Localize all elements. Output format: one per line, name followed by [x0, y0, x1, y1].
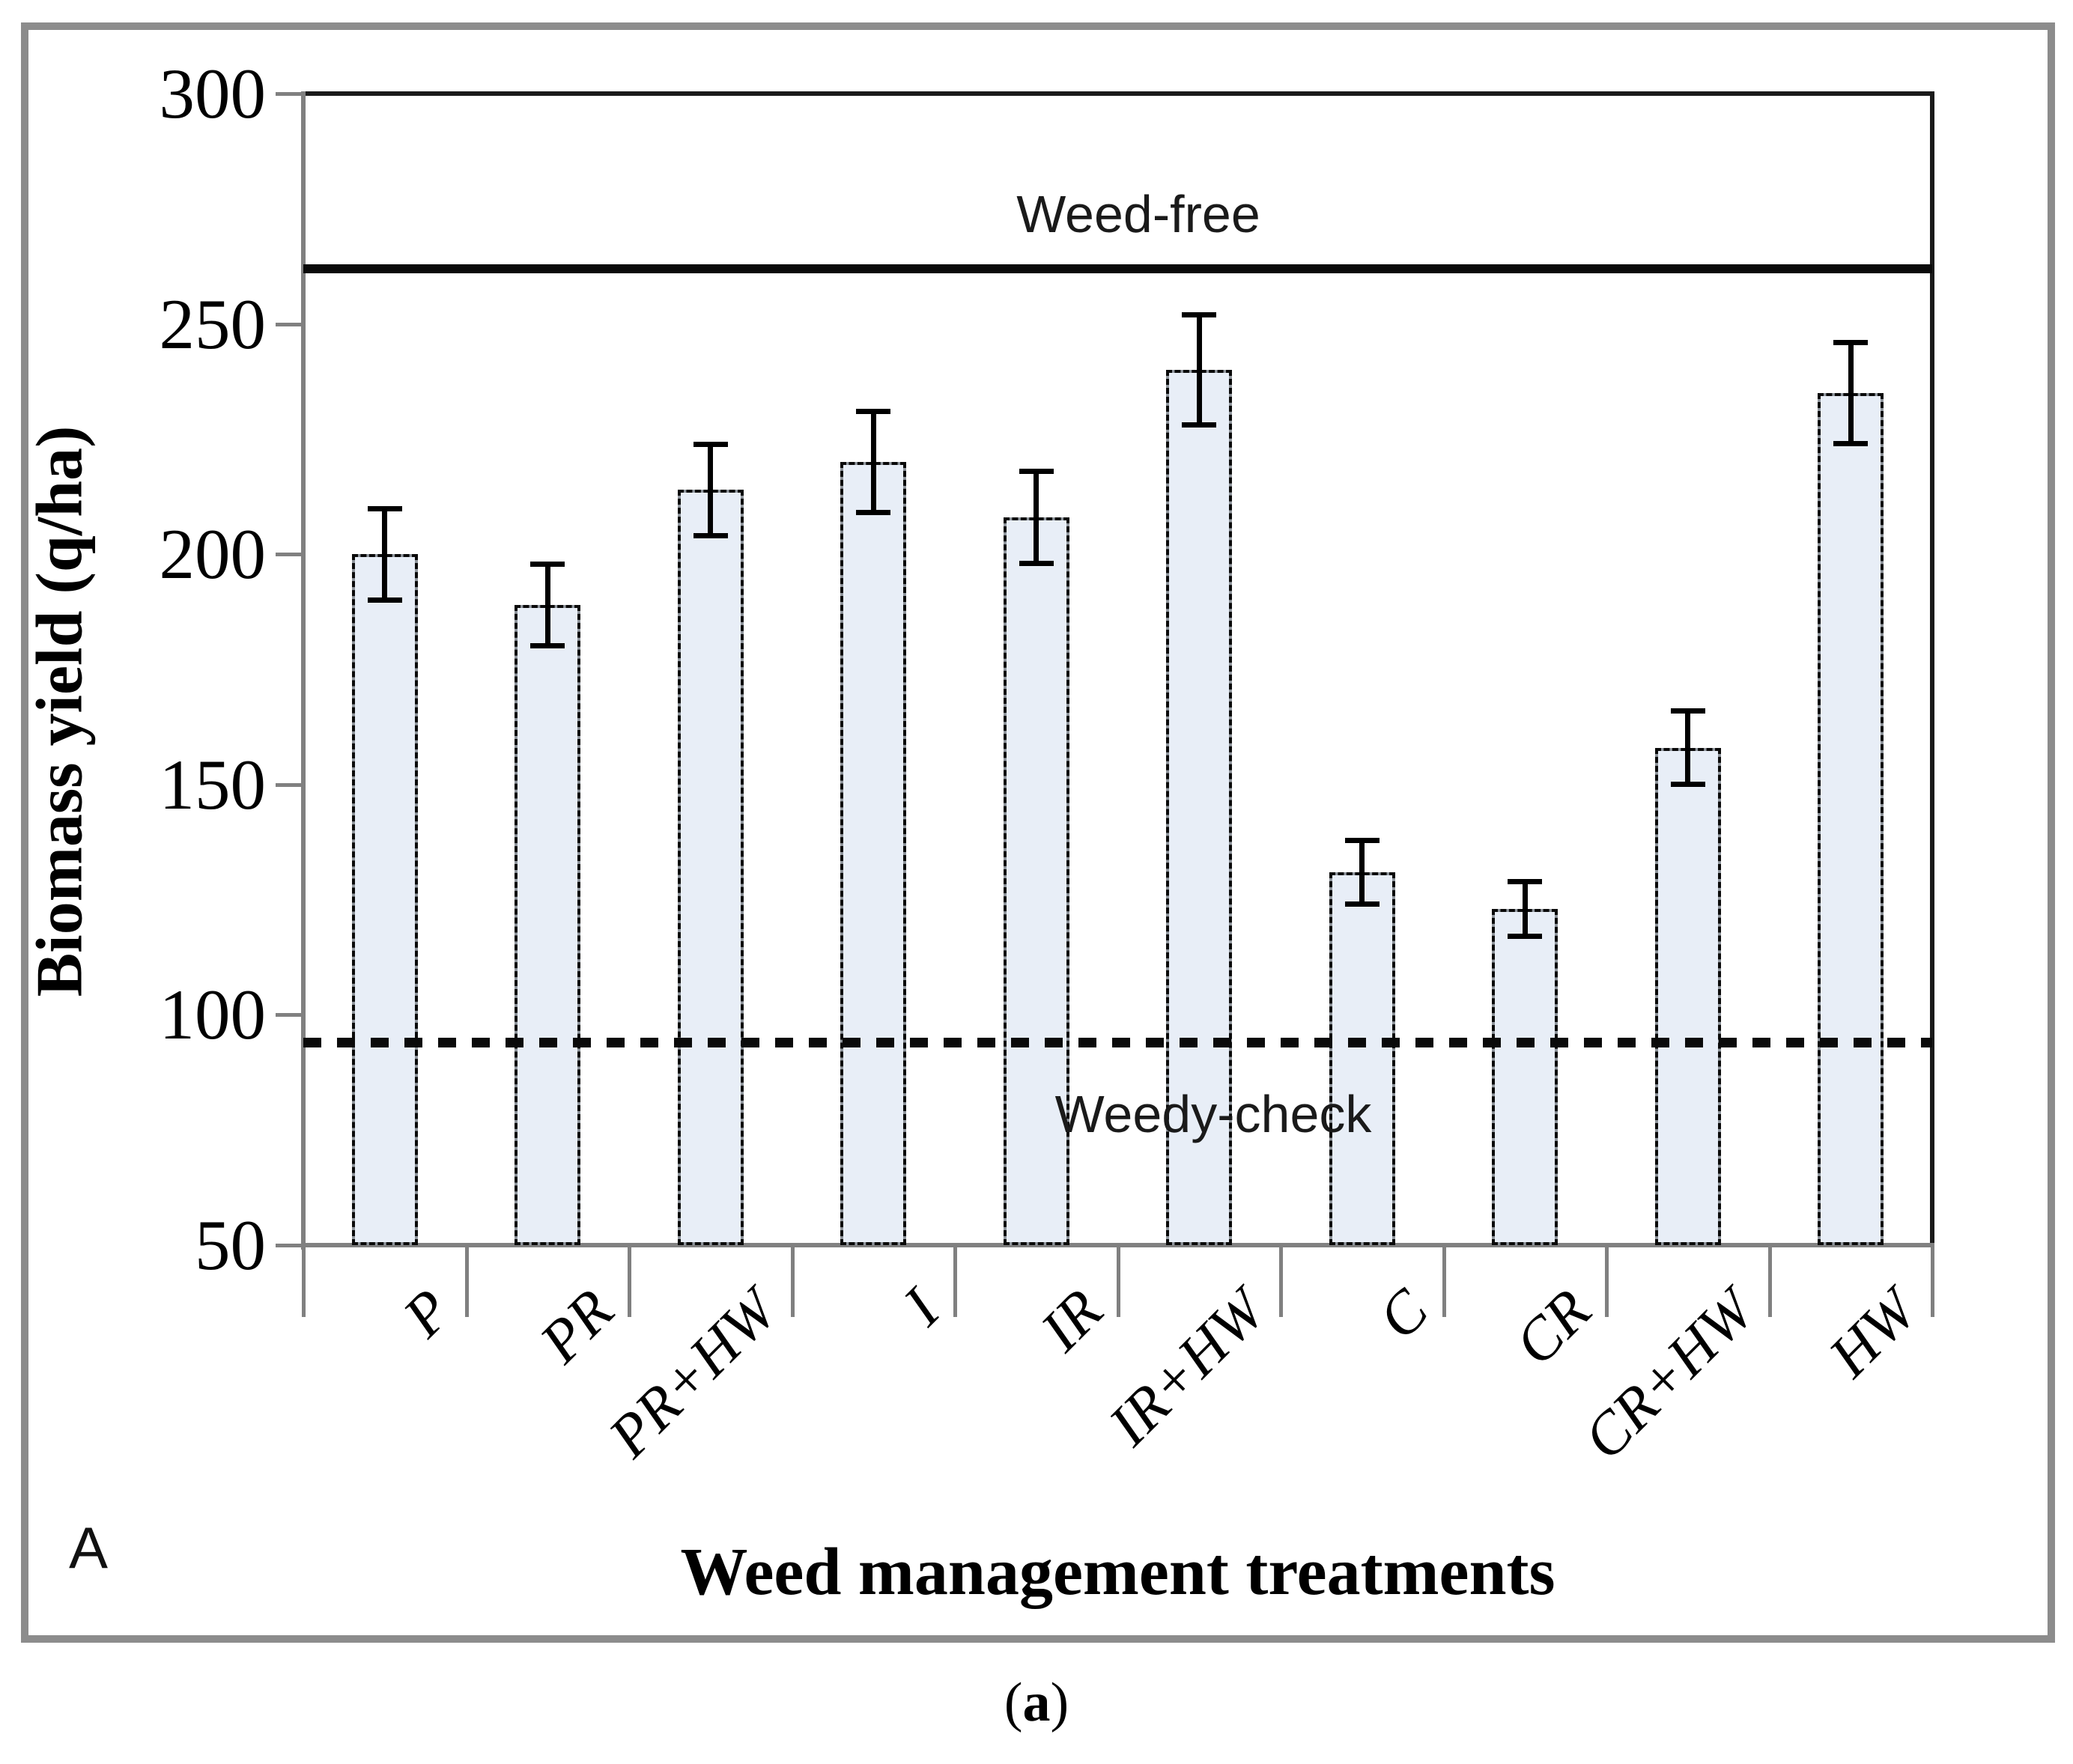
error-cap-bottom-C [1344, 901, 1380, 907]
caption-close-paren: ) [1050, 1672, 1069, 1733]
error-cap-top-PR+HW [693, 441, 728, 447]
bar-IR [1003, 517, 1069, 1246]
y-tick-200 [276, 553, 303, 557]
x-tick-3 [790, 1245, 795, 1317]
y-tick-label-250: 250 [159, 284, 267, 364]
weed-free-line [303, 264, 1932, 273]
figure-border [21, 22, 2055, 1643]
error-cap-top-HW [1833, 340, 1869, 346]
plot-frame-top [303, 91, 1932, 96]
error-cap-bottom-PR+HW [693, 532, 728, 538]
x-tick-10 [1931, 1245, 1934, 1317]
error-cap-bottom-IR [1019, 560, 1054, 566]
error-cap-top-IR [1019, 469, 1054, 475]
error-bar-I [870, 411, 876, 513]
x-tick-4 [953, 1245, 957, 1317]
bar-P [351, 554, 418, 1245]
bar-I [840, 462, 907, 1245]
bar-HW [1818, 392, 1884, 1246]
plot-area [301, 91, 1934, 1250]
x-tick-1 [464, 1245, 469, 1317]
error-bar-P [382, 508, 388, 600]
error-cap-bottom-P [367, 597, 402, 603]
error-cap-top-P [367, 505, 402, 511]
y-tick-100 [276, 1013, 303, 1018]
y-tick-250 [276, 322, 303, 326]
x-tick-6 [1279, 1245, 1283, 1317]
error-cap-top-C [1344, 837, 1380, 843]
error-cap-top-I [856, 409, 891, 415]
error-cap-bottom-CR [1508, 933, 1543, 939]
error-bar-IR+HW [1196, 314, 1202, 425]
error-bar-CR [1522, 881, 1528, 937]
error-bar-HW [1848, 342, 1854, 444]
y-tick-300 [276, 92, 303, 96]
error-cap-bottom-PR [530, 643, 565, 649]
error-cap-bottom-I [856, 509, 891, 515]
bar-PR [515, 604, 581, 1246]
y-axis-line [301, 91, 306, 1250]
x-tick-7 [1442, 1245, 1446, 1317]
figure-caption: (a) [0, 1671, 2073, 1735]
error-bar-CR+HW [1685, 711, 1691, 785]
y-tick-50 [276, 1244, 303, 1247]
error-bar-PR [544, 563, 550, 647]
error-bar-IR [1034, 471, 1039, 564]
bar-PR+HW [677, 490, 744, 1245]
x-tick-0 [302, 1245, 306, 1317]
y-tick-label-150: 150 [159, 744, 267, 824]
error-bar-PR+HW [708, 443, 714, 536]
weedy-check-line [303, 1038, 1932, 1048]
bar-CR [1492, 908, 1558, 1246]
weed-free-label: Weed-free [1016, 185, 1260, 243]
plot-frame-right [1930, 91, 1934, 1247]
y-tick-label-300: 300 [159, 54, 267, 133]
error-bar-C [1359, 839, 1365, 904]
y-tick-label-50: 50 [195, 1205, 266, 1285]
y-tick-label-200: 200 [159, 514, 267, 594]
x-tick-2 [628, 1245, 631, 1317]
x-tick-5 [1116, 1245, 1120, 1317]
panel-letter: A [69, 1515, 109, 1581]
error-cap-top-CR+HW [1670, 708, 1705, 714]
error-cap-bottom-CR+HW [1670, 781, 1705, 787]
y-tick-label-100: 100 [159, 975, 267, 1055]
error-cap-top-PR [530, 561, 565, 567]
x-tick-8 [1605, 1245, 1609, 1317]
x-axis-title: Weed management treatments [680, 1535, 1555, 1609]
caption-open-paren: ( [1004, 1672, 1023, 1733]
weedy-check-label: Weedy-check [1054, 1085, 1372, 1143]
bar-CR+HW [1654, 747, 1721, 1246]
x-tick-9 [1767, 1245, 1772, 1317]
y-axis-title: Biomass yield (q/ha) [23, 425, 97, 997]
error-cap-top-CR [1508, 878, 1543, 884]
bar-C [1329, 872, 1395, 1246]
caption-letter: a [1022, 1672, 1051, 1733]
error-cap-bottom-IR+HW [1182, 422, 1217, 428]
error-cap-top-IR+HW [1182, 312, 1217, 318]
error-cap-bottom-HW [1833, 440, 1869, 446]
y-tick-150 [276, 782, 303, 787]
